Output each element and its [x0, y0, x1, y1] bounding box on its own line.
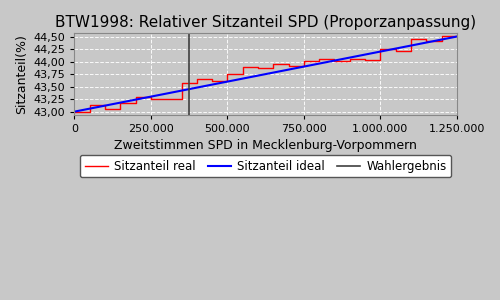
Sitzanteil real	[316, 57, 322, 61]
Sitzanteil real	[301, 64, 307, 68]
Sitzanteil real	[255, 66, 261, 69]
Sitzanteil real	[102, 107, 108, 111]
Sitzanteil real	[240, 72, 246, 75]
Sitzanteil real	[240, 65, 246, 68]
Sitzanteil real	[438, 34, 444, 38]
Sitzanteil real	[347, 57, 353, 60]
Sitzanteil real	[392, 47, 398, 51]
Sitzanteil real	[423, 39, 429, 42]
Title: BTW1998: Relativer Sitzanteil SPD (Proporzanpassung): BTW1998: Relativer Sitzanteil SPD (Propo…	[55, 15, 476, 30]
Sitzanteil real	[102, 103, 108, 107]
Sitzanteil real	[194, 77, 200, 81]
Sitzanteil real	[118, 101, 124, 104]
Sitzanteil real	[438, 39, 444, 42]
Sitzanteil real	[378, 58, 384, 61]
Sitzanteil real	[362, 57, 368, 60]
Sitzanteil real	[178, 81, 184, 84]
Sitzanteil real	[270, 62, 276, 66]
Legend: Sitzanteil real, Sitzanteil ideal, Wahlergebnis: Sitzanteil real, Sitzanteil ideal, Wahle…	[80, 155, 451, 178]
Sitzanteil real	[301, 59, 307, 63]
Sitzanteil real	[332, 59, 338, 62]
Sitzanteil real	[454, 34, 460, 38]
Sitzanteil real	[362, 58, 368, 61]
Sitzanteil real	[156, 97, 162, 101]
Sitzanteil real	[224, 72, 230, 75]
Sitzanteil real	[392, 49, 398, 52]
Sitzanteil real	[408, 37, 414, 41]
Sitzanteil real	[378, 47, 384, 51]
Sitzanteil real	[87, 103, 93, 107]
Sitzanteil real	[87, 110, 93, 113]
Sitzanteil real	[209, 79, 215, 83]
Sitzanteil real	[270, 66, 276, 69]
Sitzanteil real	[156, 97, 162, 101]
Sitzanteil real	[286, 64, 292, 68]
Sitzanteil real	[132, 95, 138, 99]
Sitzanteil real	[255, 65, 261, 68]
Sitzanteil real	[224, 79, 230, 83]
Sitzanteil real	[72, 110, 78, 113]
X-axis label: Zweitstimmen SPD in Mecklenburg-Vorpommern: Zweitstimmen SPD in Mecklenburg-Vorpomme…	[114, 139, 417, 152]
Sitzanteil real	[286, 62, 292, 66]
Y-axis label: Sitzanteil(%): Sitzanteil(%)	[15, 34, 28, 113]
Sitzanteil real	[423, 37, 429, 41]
Sitzanteil real	[148, 97, 154, 101]
Sitzanteil real	[132, 101, 138, 104]
Sitzanteil real	[316, 59, 322, 63]
Sitzanteil real	[209, 77, 215, 81]
Sitzanteil real	[332, 57, 338, 61]
Sitzanteil real	[194, 81, 200, 84]
Sitzanteil real	[118, 107, 124, 111]
Sitzanteil real	[347, 59, 353, 62]
Sitzanteil real	[178, 97, 184, 101]
Line: Sitzanteil real: Sitzanteil real	[74, 36, 457, 112]
Sitzanteil real	[408, 49, 414, 52]
Sitzanteil real	[148, 95, 154, 99]
